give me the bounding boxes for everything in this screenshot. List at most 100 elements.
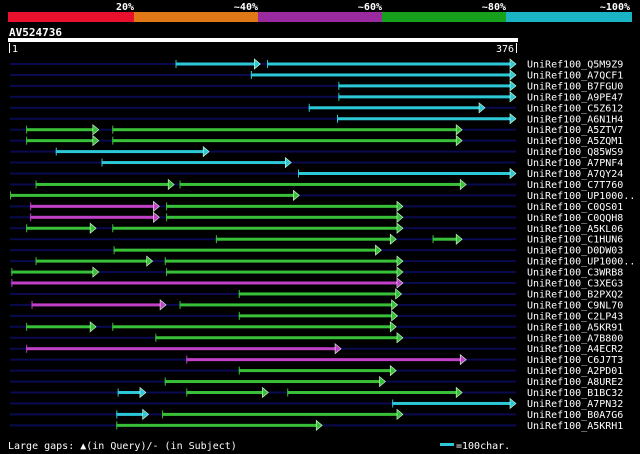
- alignment-segment[interactable]: [116, 423, 319, 427]
- alignment-segment[interactable]: [432, 237, 459, 241]
- hit-row[interactable]: UniRef100_C3XEG3: [10, 277, 623, 290]
- alignment-segment[interactable]: [30, 204, 156, 208]
- hit-row[interactable]: UniRef100_A2PD01: [10, 364, 623, 378]
- alignment-segment[interactable]: [166, 270, 399, 274]
- alignment-segment[interactable]: [116, 412, 145, 416]
- hit-row[interactable]: UniRef100_A4ECR2: [10, 343, 623, 356]
- alignment-segment[interactable]: [162, 412, 399, 416]
- alignment-segment[interactable]: [238, 314, 394, 318]
- hit-row[interactable]: UniRef100_UP1000..: [10, 255, 635, 268]
- hit-label[interactable]: UniRef100_A7QCF1: [527, 70, 623, 81]
- alignment-segment[interactable]: [112, 128, 459, 132]
- alignment-segment[interactable]: [175, 62, 257, 66]
- alignment-segment[interactable]: [112, 139, 459, 143]
- alignment-segment[interactable]: [101, 161, 288, 165]
- alignment-segment[interactable]: [392, 401, 512, 405]
- hit-label[interactable]: UniRef100_A7QY24: [527, 169, 623, 180]
- alignment-segment[interactable]: [26, 347, 338, 351]
- hit-label[interactable]: UniRef100_C1HUN6: [527, 235, 623, 246]
- hit-label[interactable]: UniRef100_Q5M9Z9: [527, 60, 623, 71]
- hit-row[interactable]: UniRef100_A7QCF1: [10, 69, 623, 82]
- hit-label[interactable]: UniRef100_UP1000..: [527, 257, 635, 268]
- alignment-segment[interactable]: [238, 292, 398, 296]
- alignment-segment[interactable]: [117, 391, 142, 394]
- alignment-segment[interactable]: [338, 95, 512, 99]
- hit-label[interactable]: UniRef100_B0A7G6: [527, 410, 623, 421]
- alignment-segment[interactable]: [238, 369, 393, 373]
- hit-row[interactable]: UniRef100_C3WRB8: [10, 266, 623, 279]
- hit-row[interactable]: UniRef100_Q85WS9: [10, 145, 623, 159]
- alignment-segment[interactable]: [26, 139, 95, 143]
- alignment-segment[interactable]: [166, 215, 399, 219]
- hit-row[interactable]: UniRef100_B1BC32: [10, 386, 623, 400]
- alignment-segment[interactable]: [11, 281, 399, 285]
- hit-row[interactable]: UniRef100_C7T760: [10, 178, 623, 191]
- hit-row[interactable]: UniRef100_C0QQH8: [10, 211, 623, 224]
- hit-label[interactable]: UniRef100_C7T760: [527, 180, 623, 191]
- alignment-segment[interactable]: [26, 128, 95, 132]
- alignment-segment[interactable]: [26, 325, 93, 329]
- hit-row[interactable]: UniRef100_A5ZTV7: [10, 124, 623, 137]
- hit-row[interactable]: UniRef100_A5ZQM1: [10, 135, 623, 148]
- hit-label[interactable]: UniRef100_B7FGU0: [527, 81, 623, 92]
- alignment-segment[interactable]: [112, 226, 399, 230]
- hit-label[interactable]: UniRef100_A9PE47: [527, 92, 623, 103]
- alignment-segment[interactable]: [166, 204, 399, 208]
- alignment-segment[interactable]: [338, 84, 512, 88]
- alignment-segment[interactable]: [26, 226, 93, 230]
- hit-label[interactable]: UniRef100_A4ECR2: [527, 344, 623, 355]
- hit-row[interactable]: UniRef100_A5KL06: [10, 222, 623, 235]
- alignment-segment[interactable]: [10, 193, 296, 197]
- hit-label[interactable]: UniRef100_B2PXQ2: [527, 289, 623, 300]
- alignment-segment[interactable]: [179, 182, 463, 186]
- hit-label[interactable]: UniRef100_A6N1H4: [527, 114, 623, 125]
- alignment-segment[interactable]: [287, 391, 459, 394]
- hit-label[interactable]: UniRef100_C3WRB8: [527, 268, 623, 279]
- hit-label[interactable]: UniRef100_UP1000..: [527, 191, 635, 202]
- alignment-segment[interactable]: [250, 73, 512, 77]
- hit-label[interactable]: UniRef100_C3XEG3: [527, 279, 623, 290]
- alignment-segment[interactable]: [215, 237, 393, 241]
- hit-label[interactable]: UniRef100_A5KR91: [527, 322, 623, 333]
- hit-row[interactable]: UniRef100_B7FGU0: [10, 80, 623, 93]
- hit-row[interactable]: UniRef100_B0A7G6: [10, 408, 623, 421]
- hit-label[interactable]: UniRef100_A5KRH1: [527, 421, 623, 432]
- alignment-segment[interactable]: [164, 259, 399, 263]
- hit-row[interactable]: UniRef100_A7QY24: [10, 167, 623, 181]
- hit-label[interactable]: UniRef100_C5Z612: [527, 103, 623, 114]
- alignment-segment[interactable]: [155, 336, 399, 340]
- hit-label[interactable]: UniRef100_C0QS01: [527, 202, 623, 213]
- hit-label[interactable]: UniRef100_C0QQH8: [527, 213, 623, 224]
- alignment-segment[interactable]: [337, 117, 512, 121]
- hit-row[interactable]: UniRef100_A9PE47: [10, 91, 623, 104]
- hit-label[interactable]: UniRef100_A5KL06: [527, 224, 623, 235]
- hit-label[interactable]: UniRef100_C6J7T3: [527, 355, 623, 366]
- alignment-segment[interactable]: [308, 106, 482, 110]
- hit-row[interactable]: UniRef100_C9NL70: [10, 299, 623, 312]
- hit-label[interactable]: UniRef100_A5ZTV7: [527, 125, 623, 136]
- hit-label[interactable]: UniRef100_C2LP43: [527, 311, 623, 322]
- alignment-segment[interactable]: [31, 303, 163, 307]
- hit-label[interactable]: UniRef100_C9NL70: [527, 300, 623, 311]
- hit-row[interactable]: UniRef100_A7B800: [10, 332, 623, 345]
- hit-row[interactable]: UniRef100_C1HUN6: [10, 233, 623, 246]
- alignment-segment[interactable]: [113, 248, 378, 252]
- hit-row[interactable]: UniRef100_A5KR91: [10, 321, 623, 334]
- hit-label[interactable]: UniRef100_A7B800: [527, 333, 623, 344]
- hit-row[interactable]: UniRef100_A8URE2: [10, 375, 623, 389]
- hit-row[interactable]: UniRef100_C6J7T3: [10, 354, 623, 367]
- hit-row[interactable]: UniRef100_A5KRH1: [10, 419, 623, 432]
- alignment-segment[interactable]: [179, 303, 394, 307]
- hit-label[interactable]: UniRef100_A7PNF4: [527, 158, 623, 169]
- hit-row[interactable]: UniRef100_Q5M9Z9: [10, 58, 623, 71]
- hit-label[interactable]: UniRef100_A8URE2: [527, 377, 623, 388]
- alignment-segment[interactable]: [164, 380, 382, 384]
- hit-label[interactable]: UniRef100_B1BC32: [527, 388, 623, 399]
- alignment-segment[interactable]: [55, 150, 206, 154]
- hit-row[interactable]: UniRef100_A7PNF4: [10, 156, 623, 170]
- alignment-segment[interactable]: [297, 172, 512, 175]
- alignment-segment[interactable]: [11, 270, 95, 274]
- hit-row[interactable]: UniRef100_C2LP43: [10, 310, 623, 323]
- alignment-segment[interactable]: [30, 215, 156, 219]
- alignment-segment[interactable]: [267, 62, 512, 66]
